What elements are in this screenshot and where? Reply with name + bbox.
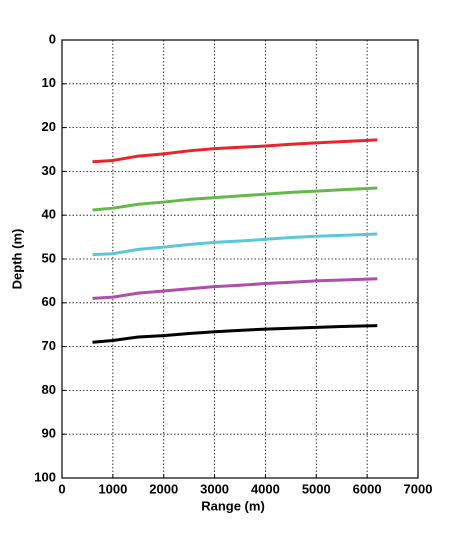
data-line [92,232,378,257]
y-tick-label: 60 [42,294,56,309]
y-axis-label: Depth (m) [9,229,24,290]
y-tick-label: 100 [34,469,56,484]
y-tick-label: 80 [42,382,56,397]
x-tick-label: 3000 [200,481,229,496]
x-tick-label: 6000 [353,481,382,496]
x-tick-label: 4000 [251,481,280,496]
x-axis-label: Range (m) [201,498,265,513]
plot-frame [61,39,419,479]
x-tick-label: 0 [58,481,65,496]
y-tick-label: 70 [42,338,56,353]
x-tick-label: 7000 [404,481,433,496]
x-tick-label: 2000 [149,481,178,496]
y-tick-label: 30 [42,163,56,178]
data-line [92,186,378,212]
y-tick-label: 20 [42,119,56,134]
data-line [92,138,378,164]
data-line [92,324,378,344]
y-tick-label: 50 [42,250,56,265]
y-tick-label: 0 [49,31,56,46]
y-tick-label: 40 [42,207,56,222]
x-tick-label: 1000 [98,481,127,496]
data-line [92,277,378,300]
x-tick-label: 5000 [302,481,331,496]
y-tick-label: 10 [42,75,56,90]
y-tick-label: 90 [42,426,56,441]
